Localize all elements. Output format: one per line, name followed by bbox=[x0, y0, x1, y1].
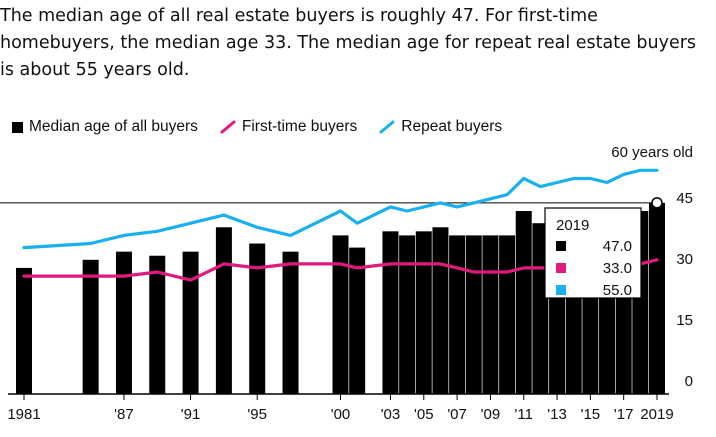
bar-2000 bbox=[332, 235, 349, 394]
y-tick-0: 0 bbox=[685, 373, 693, 390]
chart-legend: Median age of all buyers First-time buye… bbox=[12, 117, 524, 137]
bar-2008 bbox=[465, 235, 482, 394]
bar-2009 bbox=[482, 235, 499, 394]
y-tick-45: 45 bbox=[676, 190, 693, 207]
tooltip-value-0: 47.0 bbox=[603, 238, 632, 255]
bar-2004 bbox=[399, 235, 416, 394]
bar-1985 bbox=[82, 259, 99, 394]
tooltip-value-2: 55.0 bbox=[603, 282, 632, 299]
bar-1995 bbox=[249, 243, 266, 394]
bar-2007 bbox=[449, 235, 466, 394]
hover-marker bbox=[651, 197, 663, 209]
tooltip-swatch-1 bbox=[556, 263, 566, 273]
bar-1993 bbox=[215, 227, 232, 394]
legend-item-repeat: Repeat buyers bbox=[379, 118, 502, 136]
tooltip: 2019 47.0 33.0 55.0 bbox=[544, 207, 642, 299]
x-tick-2009: '09 bbox=[481, 406, 501, 423]
tooltip-year: 2019 bbox=[556, 217, 589, 234]
x-tick-1987: '87 bbox=[114, 406, 134, 423]
bar-2012 bbox=[532, 223, 549, 394]
median-age-chart: 0 15 30 45 60 years old 1981 '87 '91 '95 '00 '03 '0… bbox=[0, 144, 693, 423]
x-tick-2019: 2019 bbox=[640, 406, 673, 423]
bar-2011 bbox=[515, 211, 532, 394]
tooltip-swatch-2 bbox=[556, 285, 566, 295]
x-tick-2003: '03 bbox=[381, 406, 401, 423]
bar-2006 bbox=[432, 227, 449, 394]
legend-label-all-buyers: Median age of all buyers bbox=[29, 118, 198, 135]
tooltip-box bbox=[544, 207, 642, 299]
bar-2019 bbox=[649, 202, 665, 394]
intro-text: The median age of all real estate buyers… bbox=[0, 3, 716, 84]
x-tick-2005: '05 bbox=[414, 406, 434, 423]
intro-line-2: homebuyers, the median age 33. The media… bbox=[0, 33, 697, 53]
legend-repeat-swatch bbox=[379, 120, 395, 134]
intro-line-1: The median age of all real estate buyers… bbox=[0, 6, 598, 26]
bar-2010 bbox=[499, 235, 516, 394]
repeat-line bbox=[22, 168, 659, 250]
bar-2005 bbox=[415, 231, 432, 394]
legend-item-first-time: First-time buyers bbox=[220, 118, 357, 136]
bar-1997 bbox=[282, 251, 299, 394]
tooltip-swatch-0 bbox=[556, 241, 566, 251]
legend-first-time-swatch bbox=[220, 120, 236, 134]
bar-1987 bbox=[115, 251, 132, 394]
x-tick-1991: '91 bbox=[181, 406, 201, 423]
intro-line-3: is about 55 years old. bbox=[0, 60, 190, 80]
y-tick-30: 30 bbox=[676, 251, 693, 268]
bar-1991 bbox=[182, 251, 199, 394]
legend-bar-swatch bbox=[12, 121, 23, 133]
x-tick-2007: '07 bbox=[447, 406, 467, 423]
bar-2003 bbox=[382, 231, 399, 394]
x-tick-1981: 1981 bbox=[7, 406, 40, 423]
x-tick-2013: '13 bbox=[547, 406, 567, 423]
tooltip-value-1: 33.0 bbox=[603, 260, 632, 277]
y-axis-unit-label: 60 years old bbox=[611, 144, 693, 161]
bar-1981 bbox=[16, 267, 32, 394]
x-tick-1995: '95 bbox=[247, 406, 267, 423]
bar-2001 bbox=[349, 247, 366, 394]
legend-item-all-buyers: Median age of all buyers bbox=[12, 118, 198, 136]
x-tick-2000: '00 bbox=[331, 406, 351, 423]
legend-label-first-time: First-time buyers bbox=[241, 118, 358, 135]
x-tick-2011: '11 bbox=[515, 406, 533, 423]
bar-1989 bbox=[149, 255, 166, 394]
x-tick-2015: '15 bbox=[581, 406, 601, 423]
legend-label-repeat: Repeat buyers bbox=[401, 118, 503, 135]
y-tick-15: 15 bbox=[676, 312, 693, 329]
x-tick-2017: '17 bbox=[614, 406, 634, 423]
